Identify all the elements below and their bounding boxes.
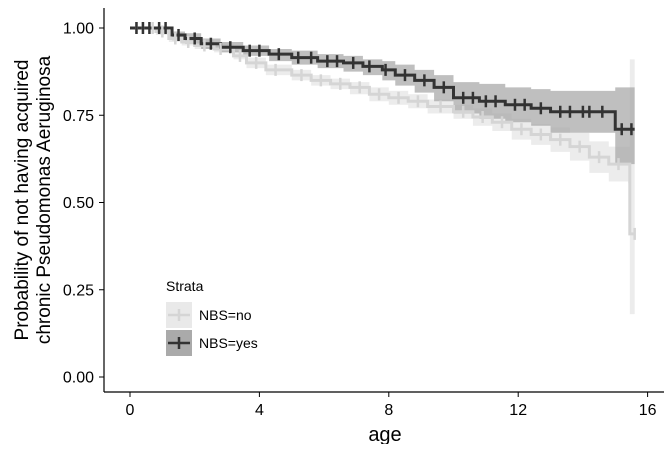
censor-marks	[135, 22, 636, 240]
x-tick-label: 12	[509, 402, 527, 419]
y-axis-ticks: 0.00 0.25 0.50 0.75 1.00	[63, 21, 104, 387]
legend-label-nbs-yes: NBS=yes	[199, 335, 258, 351]
y-axis-label: Probability of not having acquired chron…	[12, 55, 55, 344]
y-axis-label-line2: chronic Pseudomonas Aeruginosa	[34, 55, 55, 344]
confidence-band-nbs-yes	[130, 28, 635, 165]
legend: Strata NBS=no NBS=yes	[166, 278, 258, 356]
legend-label-nbs-no: NBS=no	[199, 307, 252, 323]
y-tick-label: 0.00	[63, 370, 94, 387]
y-tick-label: 0.75	[63, 108, 94, 125]
legend-title: Strata	[166, 278, 204, 294]
x-axis-label: age	[368, 424, 401, 444]
y-tick-label: 1.00	[63, 21, 94, 38]
x-tick-label: 4	[255, 402, 264, 419]
x-tick-label: 16	[639, 402, 657, 419]
x-axis-ticks: 0 4 8 12 16	[126, 392, 657, 419]
y-tick-label: 0.50	[63, 195, 94, 212]
y-axis-label-line1: Probability of not having acquired	[12, 60, 33, 341]
x-tick-label: 0	[126, 402, 135, 419]
confidence-bands	[130, 28, 635, 315]
x-tick-label: 8	[384, 402, 393, 419]
y-tick-label: 0.25	[63, 282, 94, 299]
